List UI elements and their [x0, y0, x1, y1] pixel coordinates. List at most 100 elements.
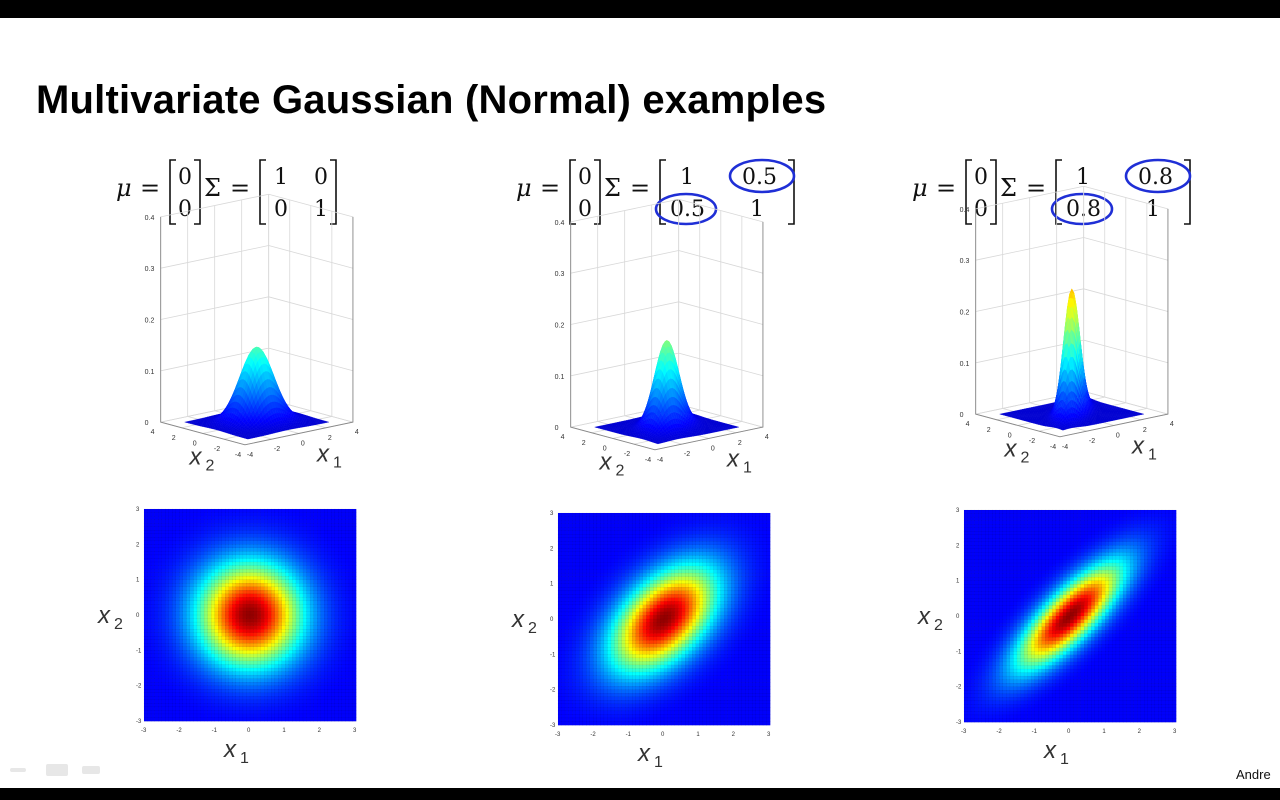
sigma-entry: 0.8 [1138, 165, 1173, 190]
mu-entry: 0 [178, 197, 192, 222]
x1-axis-subscript: 1 [1148, 446, 1157, 463]
y-tick-label: 1 [550, 582, 554, 588]
heatmap-cells [963, 509, 1177, 723]
presenter-credit: Andre [1236, 767, 1271, 782]
x1-axis-subscript: 1 [743, 459, 752, 476]
x-axis-subscript: 1 [654, 754, 663, 771]
handwritten-circle-annotation [1050, 192, 1114, 226]
sigma-entry: 0 [314, 165, 328, 190]
x1-tick-label: -4 [657, 457, 663, 464]
x-axis-subscript: 1 [1060, 751, 1069, 768]
heatmap-cells [143, 508, 357, 722]
mu-entry: 0 [178, 165, 192, 190]
heatmap-cells [557, 512, 771, 726]
y-tick-label: 1 [136, 578, 140, 584]
equals-sign: = [936, 174, 956, 202]
screen-icon[interactable] [46, 764, 68, 776]
gaussian-surface [594, 340, 739, 445]
formula-panel-1: μ = 0 0 Σ = 1 0 0 1 [112, 142, 372, 225]
z-tick-label: 0.2 [145, 318, 155, 325]
fullscreen-icon[interactable] [82, 766, 100, 774]
y-tick-label: -1 [550, 652, 556, 658]
x-tick-label: 1 [282, 728, 286, 734]
z-tick-label: 0.1 [555, 374, 565, 381]
x2-tick-label: 2 [987, 427, 991, 434]
sigma-entry: 0.5 [670, 197, 705, 222]
z-tick-label: 0 [145, 420, 149, 427]
y-tick-label: 3 [136, 507, 140, 513]
formula-panel-2: μ = 0 0 Σ = 1 0.5 0.5 1 [512, 142, 812, 226]
sigma-entry: 0.5 [742, 165, 777, 190]
y-tick-label: 0 [550, 617, 554, 623]
x1-axis-label: x [726, 445, 740, 472]
y-axis-subscript: 2 [528, 620, 537, 637]
x2-tick-label: 4 [151, 429, 155, 436]
x2-axis-label: x [598, 449, 612, 476]
x1-tick-label: -4 [247, 452, 253, 459]
sigma-symbol: Σ [604, 174, 621, 202]
x1-tick-label: -2 [1089, 438, 1095, 445]
x2-axis-label: x [1003, 436, 1017, 463]
x1-axis-label: x [1131, 432, 1145, 459]
z-tick-label: 0.1 [960, 361, 970, 368]
x-tick-label: 1 [1102, 729, 1106, 735]
player-controls[interactable] [8, 762, 108, 778]
x-axis-label: x [223, 736, 237, 763]
y-tick-label: -3 [136, 719, 142, 725]
y-tick-label: 2 [550, 546, 554, 552]
x2-tick-label: 4 [966, 421, 970, 428]
surface-plot-2: 0 0.1 0.2 0.3 0.4 -4 -2 0 2 4 -4 -2 0 2 4 x 2 x 1 [490, 198, 830, 505]
sigma-entry: 1 [1146, 197, 1160, 222]
equals-sign: = [140, 174, 160, 202]
z-tick-label: 0 [960, 412, 964, 419]
y-axis-subscript: 2 [934, 617, 943, 634]
x1-tick-label: 0 [711, 445, 715, 452]
x-axis-subscript: 1 [240, 750, 249, 767]
formula-panel-3: μ = 0 0 Σ = 1 0.8 0.8 1 [908, 142, 1218, 226]
x1-tick-label: -4 [1062, 444, 1068, 451]
x-tick-label: 2 [732, 732, 736, 738]
x2-axis-label: x [188, 444, 202, 471]
x-tick-label: 2 [318, 728, 322, 734]
sigma-entry: 1 [1076, 165, 1090, 190]
y-axis-label: x [511, 606, 525, 633]
x-tick-label: -1 [212, 728, 218, 734]
handwritten-circle-annotation [1124, 158, 1192, 194]
x1-tick-label: -2 [274, 446, 280, 453]
mu-symbol: μ [912, 174, 928, 202]
y-axis-label: x [97, 602, 111, 629]
x-tick-label: -3 [555, 732, 561, 738]
formula-svg: μ = 00Σ = 1 0.80.8 1 [912, 158, 1192, 226]
mu-symbol: μ [116, 174, 132, 202]
x2-tick-label: -2 [214, 446, 220, 453]
y-tick-label: -1 [136, 648, 142, 654]
x-tick-label: 0 [247, 728, 251, 734]
x-tick-label: -1 [1032, 729, 1038, 735]
pen-icon[interactable] [10, 768, 26, 772]
x2-tick-label: 0 [603, 445, 607, 452]
y-tick-label: 0 [956, 614, 960, 620]
y-tick-label: 2 [956, 543, 960, 549]
x-axis-label: x [637, 740, 651, 767]
mu-entry: 0 [974, 197, 988, 222]
x-tick-label: -2 [176, 728, 182, 734]
x2-tick-label: -4 [1050, 444, 1056, 451]
sigma-entry: 0 [274, 197, 288, 222]
x-tick-label: -3 [141, 728, 147, 734]
formula-svg: μ = 00Σ = 1 00 1 [116, 159, 337, 225]
z-tick-label: 0.3 [960, 258, 970, 265]
z-tick-label: 0.2 [555, 323, 565, 330]
surface-plot-3: 0 0.1 0.2 0.3 0.4 -4 -2 0 2 4 -4 -2 0 2 4 x 2 x 1 [895, 185, 1235, 492]
y-tick-label: -1 [956, 649, 962, 655]
contour-plot-3: -3 -3 -2 -2 -1 -1 0 0 1 1 2 2 3 3 x 1 x 2 [917, 506, 1188, 776]
y-tick-label: 1 [956, 579, 960, 585]
mu-entry: 0 [578, 165, 592, 190]
x2-tick-label: 0 [193, 440, 197, 447]
x1-tick-label: 2 [738, 440, 742, 447]
formula-svg: μ = 0 0Σ = 1 0.5 0.5 1 [516, 158, 796, 226]
z-tick-label: 0.4 [555, 220, 565, 227]
gaussian-surface [999, 288, 1144, 431]
